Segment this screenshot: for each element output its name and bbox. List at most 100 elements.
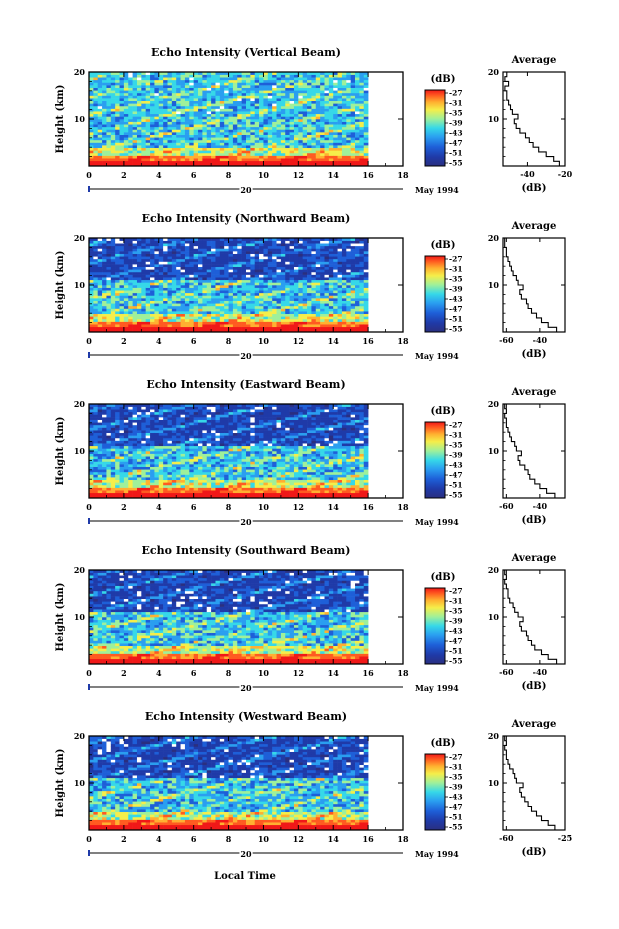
heatmap-cell xyxy=(263,303,269,307)
heatmap-cell xyxy=(215,108,221,112)
heatmap-cell xyxy=(337,248,343,252)
heatmap-cell xyxy=(163,105,168,109)
heatmap-cell xyxy=(285,279,290,283)
heatmap-cell xyxy=(311,155,317,159)
heatmap-cell xyxy=(163,321,168,325)
heatmap-cell xyxy=(219,245,225,249)
heatmap-cell xyxy=(106,316,112,320)
heatmap-cell xyxy=(106,163,112,167)
heatmap-cell xyxy=(176,87,181,91)
heatmap-cell xyxy=(263,111,269,115)
heatmap-cell xyxy=(363,243,369,247)
heatmap-cell xyxy=(307,287,312,291)
heatmap-cell xyxy=(89,466,94,470)
heatmap-cell xyxy=(215,292,221,296)
heatmap-cell xyxy=(89,113,94,117)
heatmap-cell xyxy=(254,311,260,315)
heatmap-cell xyxy=(285,105,290,109)
heatmap-cell xyxy=(93,285,99,288)
heatmap-cell xyxy=(298,132,303,135)
heatmap-cell xyxy=(328,253,334,257)
heatmap-cell xyxy=(219,321,225,325)
heatmap-cell xyxy=(115,155,120,159)
heatmap-cell xyxy=(206,85,212,88)
heatmap-cell xyxy=(145,287,151,291)
heatmap-cell xyxy=(246,103,251,107)
heatmap-cell xyxy=(320,264,325,268)
heatmap-cell xyxy=(198,269,203,273)
heatmap-cell xyxy=(302,82,308,86)
heatmap-cell xyxy=(119,160,125,164)
heatmap-cell xyxy=(363,253,369,257)
heatmap-cell xyxy=(206,134,212,138)
heatmap-cell xyxy=(132,95,138,99)
heatmap-cell xyxy=(154,261,160,265)
heatmap-cell xyxy=(341,72,347,75)
heatmap-cell xyxy=(154,251,160,254)
heatmap-cell xyxy=(180,326,186,330)
heatmap-cell xyxy=(267,152,273,156)
heatmap-cell xyxy=(198,139,203,143)
heatmap-cell xyxy=(102,271,107,275)
heatmap-cell xyxy=(359,87,365,91)
heatmap-cell xyxy=(215,240,221,244)
heatmap-cell xyxy=(254,279,260,283)
heatmap-cell xyxy=(293,292,299,296)
heatmap-cell xyxy=(263,305,269,309)
heatmap-cell xyxy=(211,126,216,130)
heatmap-cell xyxy=(341,269,347,273)
heatmap-cell xyxy=(237,248,242,252)
heatmap-cell xyxy=(298,271,303,275)
heatmap-cell xyxy=(333,126,338,130)
heatmap-cell xyxy=(150,277,155,281)
heatmap-cell xyxy=(263,103,269,107)
heatmap-cell xyxy=(154,298,160,301)
heatmap-cell xyxy=(263,253,269,257)
heatmap-cell xyxy=(89,443,94,447)
heatmap-cell xyxy=(263,321,269,325)
heatmap-cell xyxy=(215,85,221,88)
heatmap-cell xyxy=(267,326,273,330)
heatmap-cell xyxy=(89,430,94,434)
heatmap-cell xyxy=(132,248,138,252)
heatmap-cell xyxy=(280,324,286,328)
heatmap-cell xyxy=(89,469,94,473)
heatmap-cell xyxy=(328,160,334,164)
heatmap-cell xyxy=(215,326,221,330)
heatmap-cell xyxy=(263,324,269,328)
heatmap-cell xyxy=(145,311,151,315)
heatmap-cell xyxy=(276,163,282,167)
heatmap-cell xyxy=(359,305,365,309)
heatmap-cell xyxy=(189,238,194,241)
heatmap-cell xyxy=(158,152,164,156)
heatmap-cell xyxy=(106,487,112,491)
heatmap-cell xyxy=(189,303,194,307)
heatmap-cell xyxy=(272,279,277,283)
heatmap-cell xyxy=(171,261,177,265)
heatmap-cell xyxy=(93,329,99,333)
heatmap-cell xyxy=(341,87,347,91)
heatmap-cell xyxy=(237,329,242,333)
heatmap-cell xyxy=(285,147,290,151)
heatmap-cell xyxy=(267,274,273,278)
heatmap-cell xyxy=(89,477,94,481)
heatmap-cell xyxy=(163,142,168,146)
heatmap-cell xyxy=(180,279,186,283)
heatmap-cell xyxy=(119,121,125,125)
heatmap-cell xyxy=(206,92,212,96)
heatmap-cell xyxy=(132,124,138,128)
heatmap-cell xyxy=(119,295,125,299)
heatmap-cell xyxy=(163,248,168,252)
heatmap-cell xyxy=(276,142,282,146)
heatmap-cell xyxy=(115,129,120,133)
heatmap-cell xyxy=(298,152,303,156)
heatmap-cell xyxy=(89,160,94,164)
heatmap-cell xyxy=(119,90,125,94)
heatmap-cell xyxy=(272,92,277,96)
heatmap-cell xyxy=(198,243,203,247)
heatmap-cell xyxy=(285,79,290,83)
heatmap-cell xyxy=(158,72,164,75)
heatmap-cell xyxy=(180,238,186,241)
heatmap-cell xyxy=(167,274,173,278)
heatmap-cell xyxy=(102,464,107,467)
